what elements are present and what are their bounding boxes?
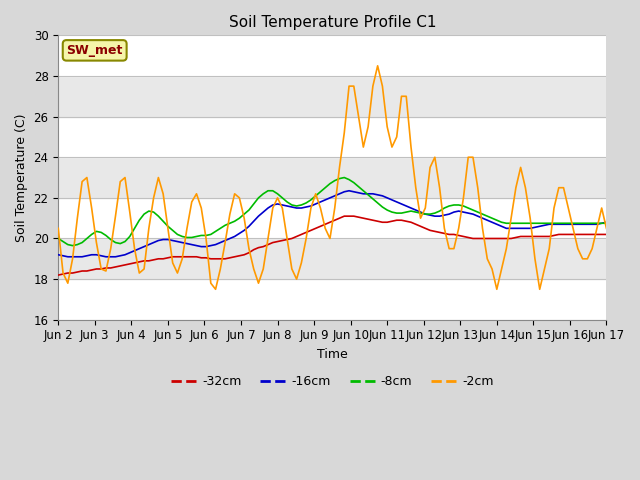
Bar [58, 157, 607, 198]
Text: SW_met: SW_met [67, 44, 123, 57]
Bar [58, 279, 607, 320]
Y-axis label: Soil Temperature (C): Soil Temperature (C) [15, 113, 28, 242]
Title: Soil Temperature Profile C1: Soil Temperature Profile C1 [228, 15, 436, 30]
Legend: -32cm, -16cm, -8cm, -2cm: -32cm, -16cm, -8cm, -2cm [166, 370, 499, 393]
X-axis label: Time: Time [317, 348, 348, 361]
Bar [58, 36, 607, 76]
Bar [58, 198, 607, 239]
Bar [58, 76, 607, 117]
Bar [58, 239, 607, 279]
Bar [58, 117, 607, 157]
